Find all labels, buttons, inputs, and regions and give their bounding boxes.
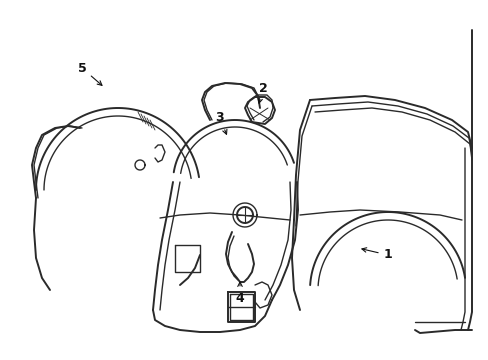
Text: 1: 1 <box>361 248 391 261</box>
Text: 5: 5 <box>78 62 102 85</box>
Text: 4: 4 <box>235 282 244 305</box>
Text: 2: 2 <box>258 81 267 103</box>
Text: 3: 3 <box>215 112 226 134</box>
